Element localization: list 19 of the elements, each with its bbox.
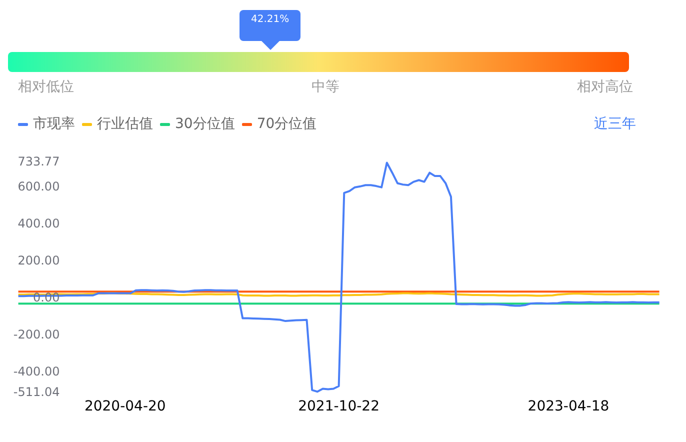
legend-label: 30分位值 [175, 115, 235, 133]
x-tick-label: 2023-04-18 [528, 398, 610, 414]
data-label: 42.21% [250, 13, 290, 26]
y-tick-label: -400.00 [13, 364, 60, 378]
y-tick-label: 400.00 [18, 216, 60, 230]
text: 相对高位 [577, 78, 633, 96]
legend-label: 市现率 [33, 115, 75, 133]
legend-label: 行业估值 [97, 115, 153, 133]
x-tick-label: 2020-04-20 [84, 398, 166, 414]
text: 相对低位 [18, 78, 74, 96]
y-tick-label: 200.00 [18, 253, 60, 268]
text: 中等 [312, 78, 340, 96]
y-tick-label: 600.00 [18, 179, 60, 194]
y-tick-label: -200.00 [13, 327, 60, 342]
x-tick-label: 2021-10-22 [298, 398, 380, 414]
legend-label: 70分位值 [256, 115, 317, 133]
y-tick-label: 733.77 [18, 154, 60, 169]
text: 近三年 [594, 115, 636, 133]
y-tick-label: -511.04 [13, 384, 60, 399]
